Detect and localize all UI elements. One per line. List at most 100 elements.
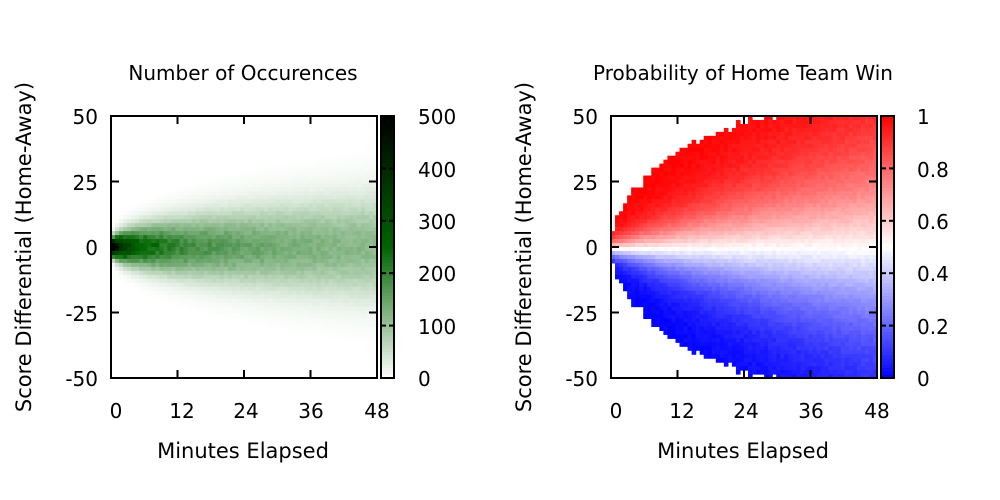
- heatmap-cell: [227, 286, 233, 292]
- heatmap-cell: [784, 322, 789, 327]
- heatmap-cell: [784, 318, 789, 324]
- heatmap-cell: [368, 286, 374, 292]
- heatmap-cell: [647, 191, 652, 196]
- heatmap-cell: [167, 274, 173, 280]
- heatmap-cell: [711, 354, 717, 359]
- heatmap-cell: [739, 274, 745, 280]
- heatmap-cell: [139, 282, 144, 288]
- heatmap-cell: [667, 187, 673, 193]
- heatmap-cell: [284, 290, 289, 296]
- heatmap-cell: [731, 155, 737, 161]
- heatmap-cell: [707, 155, 713, 161]
- heatmap-cell: [244, 203, 249, 208]
- heatmap-cell: [739, 203, 745, 208]
- heatmap-cell: [320, 187, 326, 193]
- heatmap-cell: [135, 203, 140, 208]
- heatmap-cell: [752, 223, 757, 228]
- heatmap-cell: [735, 175, 741, 181]
- heatmap-cell: [344, 330, 350, 335]
- heatmap-cell: [764, 191, 769, 196]
- heatmap-cell: [352, 163, 358, 169]
- heatmap-cell: [663, 159, 669, 165]
- heatmap-cell: [328, 330, 334, 335]
- heatmap-cell: [703, 354, 709, 359]
- heatmap-cell: [167, 247, 173, 252]
- heatmap-cell: [675, 314, 681, 320]
- heatmap-cell: [256, 314, 261, 320]
- heatmap-cell: [760, 258, 765, 264]
- heatmap-cell: [348, 163, 354, 169]
- heatmap-cell: [372, 286, 378, 292]
- heatmap-cell: [372, 215, 378, 220]
- heatmap-cell: [695, 231, 701, 236]
- heatmap-cell: [800, 163, 806, 169]
- heatmap-cell: [760, 366, 765, 371]
- heatmap-cell: [631, 219, 636, 224]
- heatmap-cell: [171, 195, 177, 200]
- heatmap-cell: [288, 262, 293, 268]
- heatmap-cell: [788, 139, 793, 145]
- heatmap-cell: [167, 290, 173, 296]
- heatmap-cell: [800, 127, 806, 133]
- heatmap-cell: [296, 235, 302, 240]
- heatmap-cell: [372, 334, 378, 339]
- heatmap-cell: [683, 219, 689, 224]
- heatmap-cell: [231, 215, 237, 220]
- heatmap-cell: [788, 286, 793, 292]
- heatmap-cell: [800, 374, 806, 379]
- heatmap-cell: [760, 195, 765, 200]
- heatmap-cell: [219, 231, 225, 236]
- heatmap-cell: [764, 370, 769, 375]
- heatmap-cell: [139, 243, 144, 248]
- heatmap-cell: [252, 235, 257, 240]
- heatmap-cell: [631, 215, 636, 220]
- heatmap-cell: [723, 322, 729, 327]
- heatmap-cell: [723, 131, 729, 137]
- heatmap-cell: [360, 183, 366, 189]
- heatmap-cell: [316, 203, 322, 208]
- heatmap-cell: [203, 266, 209, 272]
- heatmap-cell: [788, 187, 793, 193]
- heatmap-cell: [219, 207, 225, 212]
- heatmap-cell: [691, 159, 697, 165]
- heatmap-cell: [316, 282, 322, 288]
- heatmap-cell: [272, 239, 277, 244]
- heatmap-cell: [368, 294, 374, 300]
- heatmap-cell: [748, 243, 753, 248]
- heatmap-cell: [207, 266, 213, 272]
- heatmap-cell: [260, 195, 265, 200]
- heatmap-cell: [300, 302, 306, 308]
- heatmap-cell: [135, 282, 140, 288]
- heatmap-cell: [796, 131, 802, 137]
- heatmap-cell: [215, 187, 221, 193]
- heatmap-cell: [776, 374, 781, 379]
- heatmap-cell: [707, 195, 713, 200]
- heatmap-cell: [348, 254, 354, 260]
- heatmap-cell: [256, 254, 261, 260]
- heatmap-cell: [776, 270, 781, 276]
- heatmap-cell: [711, 258, 717, 264]
- heatmap-cell: [203, 306, 209, 312]
- heatmap-cell: [788, 326, 793, 331]
- heatmap-cell: [316, 266, 322, 272]
- heatmap-cell: [792, 254, 797, 260]
- heatmap-cell: [651, 195, 656, 200]
- heatmap-cell: [744, 179, 749, 185]
- heatmap-cell: [687, 282, 693, 288]
- heatmap-cell: [711, 139, 717, 145]
- heatmap-cell: [368, 282, 374, 288]
- heatmap-cell: [760, 342, 765, 347]
- heatmap-cell: [280, 310, 285, 316]
- heatmap-cell: [675, 310, 681, 316]
- heatmap-cell: [215, 199, 221, 204]
- heatmap-cell: [723, 179, 729, 185]
- heatmap-cell: [231, 266, 237, 272]
- heatmap-cell: [772, 250, 777, 256]
- heatmap-cell: [651, 183, 656, 189]
- heatmap-cell: [207, 306, 213, 312]
- heatmap-cell: [127, 254, 132, 260]
- heatmap-cell: [360, 163, 366, 169]
- heatmap-cell: [364, 219, 370, 224]
- heatmap-cell: [203, 183, 209, 189]
- panel-win-probability: Probability of Home Team Win 0 12 24 36 …: [512, 61, 949, 463]
